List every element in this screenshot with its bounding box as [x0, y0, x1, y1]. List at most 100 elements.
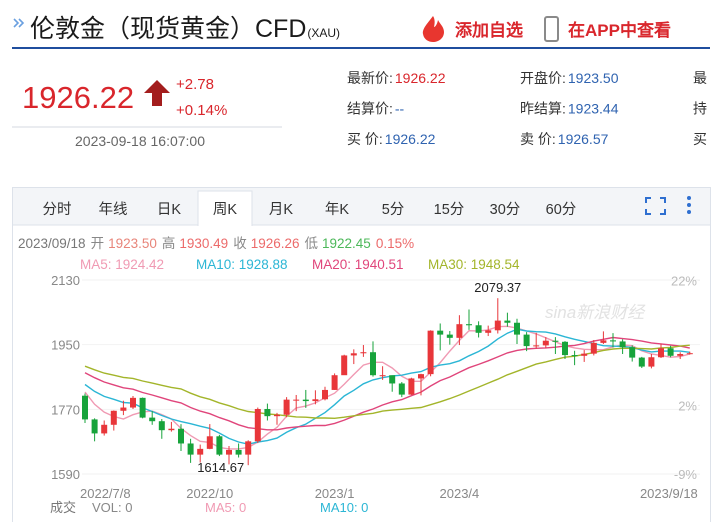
field: 最新价: 1926.22	[347, 70, 446, 86]
legend-entry: MA30: 1948.54	[428, 257, 520, 272]
x-tick-label: 2023/9/18	[640, 486, 698, 501]
tab[interactable]: 年K	[325, 201, 349, 218]
info-value: 1922.45	[322, 236, 371, 251]
low-annotation: 1614.67	[197, 460, 244, 475]
candle-body	[149, 417, 156, 422]
candle-body	[168, 428, 175, 431]
info-label: 收	[233, 236, 247, 251]
candle-body	[571, 355, 578, 357]
tab[interactable]: 分时	[43, 201, 72, 218]
candle-body	[130, 397, 136, 408]
info-value: 1923.50	[108, 236, 157, 251]
candle-body	[379, 375, 386, 377]
candle-body	[610, 340, 616, 342]
candle-body	[226, 449, 232, 455]
candle-body	[360, 352, 367, 354]
candle-body	[187, 443, 194, 455]
page-title: 伦敦金（现货黄金）CFD(XAU)	[30, 15, 340, 43]
candle-body	[562, 341, 568, 356]
candle-body	[389, 375, 396, 384]
add-button[interactable]: 添加自选	[455, 20, 523, 40]
candle-body	[638, 357, 645, 367]
tab[interactable]: 日K	[157, 202, 181, 218]
info-date: 2023/09/18	[18, 236, 86, 251]
info-label: 低	[305, 236, 319, 251]
candle-body	[466, 324, 472, 326]
phone-icon[interactable]	[544, 16, 559, 42]
active-tab[interactable]	[197, 190, 253, 226]
tab[interactable]: 月K	[269, 202, 293, 218]
candle-body	[629, 347, 636, 358]
candle-body	[254, 408, 261, 442]
candle-body	[456, 324, 463, 338]
field-label: 最	[693, 70, 707, 86]
volume-ma5: MA5: 0	[205, 500, 246, 515]
x-tick-label: 2023/4	[440, 486, 480, 501]
title-code: (XAU)	[307, 26, 340, 40]
field: 持	[693, 101, 707, 117]
field: 买	[693, 131, 707, 147]
candle-body	[475, 325, 482, 333]
field-value: 1923.44	[568, 101, 619, 117]
candle-body	[197, 448, 204, 455]
y2-tick-label: 2%	[678, 398, 697, 413]
ma-line	[84, 336, 690, 431]
field-label: 昨结算:	[520, 101, 566, 117]
candle-body	[283, 399, 290, 415]
candle-body	[341, 355, 348, 376]
high-annotation: 2079.37	[474, 280, 521, 295]
field-label: 买	[693, 131, 707, 147]
y-tick-label: 1770	[51, 402, 80, 417]
candle-body	[322, 389, 328, 400]
candle-body	[408, 378, 415, 395]
app-button[interactable]: 在APP中查看	[568, 20, 671, 40]
ohlc-info: 2023/09/18 开 1923.50 高 1930.49 收 1926.26 低 1922.…	[18, 235, 414, 251]
candle-body	[101, 424, 108, 434]
info-value: 0.15%	[376, 236, 414, 251]
candle-body	[139, 397, 146, 418]
plot: 1590 1770 1950 2130 -9% 2% 22% MA5: 1924.42 MA10…	[51, 257, 700, 501]
volume-ma10: MA10: 0	[320, 500, 368, 515]
x-tick-label: 2022/10	[186, 486, 233, 501]
field-label: 结算价:	[347, 101, 393, 117]
fullscreen-icon[interactable]	[645, 197, 666, 215]
y-tick-label: 2130	[51, 273, 80, 288]
tab[interactable]: 60分	[546, 201, 577, 218]
header-icon	[13, 18, 25, 28]
candle-body	[120, 407, 127, 411]
field-label: 持	[693, 101, 707, 117]
legend-entry: MA10: 1928.88	[196, 257, 288, 272]
candle-body	[552, 340, 559, 342]
info-label: 开	[91, 236, 105, 251]
field: 结算价: --	[347, 101, 405, 117]
more-icon[interactable]	[687, 196, 691, 214]
tab[interactable]: 年线	[99, 201, 128, 218]
tab[interactable]: 15分	[434, 201, 465, 218]
candle-body	[158, 421, 165, 431]
x-tick-label: 2022/7/8	[80, 486, 131, 501]
candle-body	[110, 410, 117, 425]
candle-body	[427, 330, 434, 375]
candle-body	[648, 357, 655, 367]
candle-body	[216, 436, 223, 455]
up-arrow	[144, 80, 170, 106]
legend-entry: MA5: 1924.42	[80, 257, 164, 272]
field-value: 1926.22	[395, 70, 446, 86]
candle-body	[514, 322, 520, 335]
field: 买 价: 1926.22	[347, 131, 436, 147]
add-icon[interactable]	[422, 16, 444, 42]
field: 昨结算: 1923.44	[520, 101, 619, 117]
volume-label: VOL: 0	[92, 500, 132, 515]
tab[interactable]: 周K	[213, 202, 237, 218]
field: 开盘价: 1923.50	[520, 70, 619, 86]
candle-body	[446, 334, 453, 338]
candle-body	[504, 320, 511, 323]
field-label: 最新价:	[347, 70, 393, 86]
x-tick-label: 2023/1	[315, 486, 355, 501]
candle-body	[398, 383, 405, 395]
field-label: 开盘价:	[520, 70, 566, 86]
field-label: 买 价:	[347, 131, 383, 147]
tab[interactable]: 5分	[382, 201, 405, 218]
tab[interactable]: 30分	[490, 201, 521, 218]
